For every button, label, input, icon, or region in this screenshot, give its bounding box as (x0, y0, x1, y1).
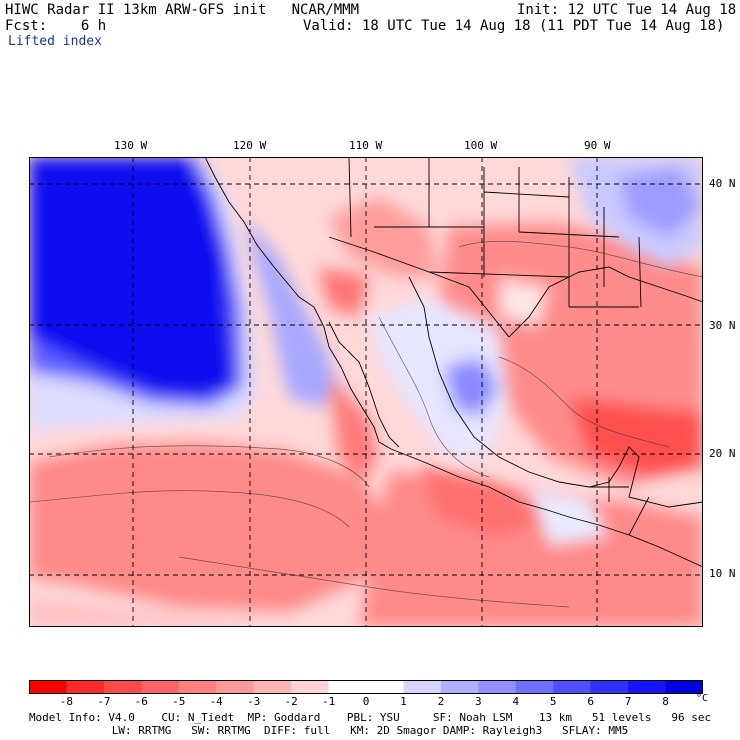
lon-label-130w: 130 W (114, 139, 148, 152)
colorbar-swatch (253, 680, 292, 694)
colorbar-unit: °C (696, 693, 709, 704)
colorbar-tick-label: -4 (209, 695, 223, 708)
forecast-hour: Fcst: 6 h (5, 18, 107, 34)
init-time: Init: 12 UTC Tue 14 Aug 18 (517, 2, 737, 18)
lon-label-110w: 110 W (349, 139, 383, 152)
colorbar-tick-label: -7 (97, 695, 111, 708)
model-info-line-2: LW: RRTMG SW: RRTMG DIFF: full KM: 2D Sm… (111, 724, 629, 737)
model-info-line-1: Model Info: V4.0 CU: N_Tiedt MP: Goddard… (28, 711, 712, 724)
colorbar-swatch (141, 680, 180, 694)
colorbar-swatch (29, 680, 67, 694)
valid-time: Valid: 18 UTC Tue 14 Aug 18 (11 PDT Tue … (303, 18, 725, 34)
colorbar-tick-label: 4 (512, 695, 520, 708)
title: HIWC Radar II 13km ARW-GFS init NCAR/MMM (5, 2, 360, 18)
lon-label-120w: 120 W (233, 139, 267, 152)
colorbar-tick-label: -2 (284, 695, 298, 708)
field-name: Lifted index (8, 34, 102, 49)
colorbar-tick-label: 1 (400, 695, 407, 708)
colorbar-tick-label: 0 (362, 695, 370, 708)
colorbar-swatch (553, 680, 592, 694)
colorbar-tick-label: 5 (549, 695, 557, 708)
colorbar-tick-label: 7 (624, 695, 632, 708)
lat-label-40n: 40 N (709, 177, 736, 190)
colorbar-swatch (478, 680, 517, 694)
coastlines-and-borders (204, 157, 703, 568)
colorbar-tick-label: 3 (474, 695, 482, 708)
colorbar-swatch (590, 680, 629, 694)
colorbar (29, 680, 703, 694)
colorbar-swatch (403, 680, 442, 694)
colorbar-swatch (628, 680, 667, 694)
colorbar-swatch (328, 680, 367, 694)
colorbar-tick-label: -8 (59, 695, 74, 708)
stable-region-land (369, 157, 703, 547)
graticule (29, 157, 703, 627)
lifted-index-map (29, 157, 703, 627)
colorbar-tick-label: -5 (172, 695, 186, 708)
lat-label-10n: 10 N (709, 567, 736, 580)
colorbar-tick-label: -6 (134, 695, 148, 708)
colorbar-tick-label: 8 (662, 695, 669, 708)
colorbar-swatch (366, 680, 404, 694)
colorbar-tick-label: 2 (437, 695, 445, 708)
colorbar-tick-label: -3 (247, 695, 261, 708)
colorbar-swatch (178, 680, 217, 694)
lon-label-90w: 90 W (584, 139, 611, 152)
colorbar-frame (29, 680, 703, 694)
colorbar-swatch (665, 680, 703, 694)
contour-lines (29, 240, 703, 608)
stable-region-pacific (29, 157, 339, 432)
colorbar-tick-label: -1 (321, 695, 336, 708)
colorbar-swatch (440, 680, 479, 694)
map-frame (29, 157, 703, 627)
colorbar-swatch (66, 680, 105, 694)
colorbar-swatch (515, 680, 554, 694)
colorbar-swatch (216, 680, 255, 694)
lat-label-20n: 20 N (709, 447, 736, 460)
colorbar-swatch (103, 680, 142, 694)
lat-label-30n: 30 N (709, 319, 736, 332)
colorbar-tick-label: 6 (587, 695, 594, 708)
colorbar-swatch (291, 680, 330, 694)
lon-label-100w: 100 W (464, 139, 498, 152)
